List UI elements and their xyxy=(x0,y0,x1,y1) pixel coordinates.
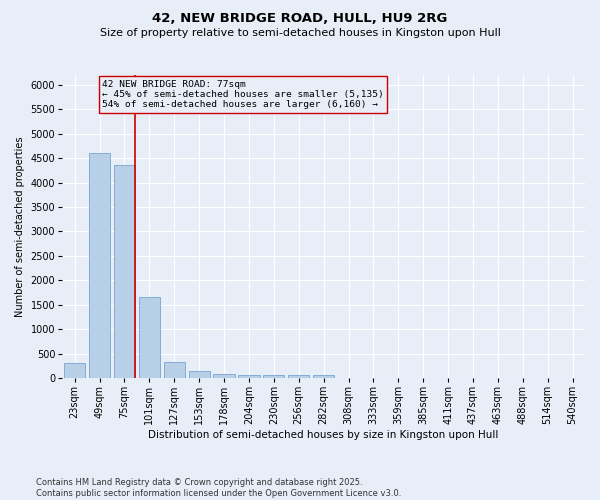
Y-axis label: Number of semi-detached properties: Number of semi-detached properties xyxy=(15,136,25,317)
Bar xyxy=(263,375,284,378)
Bar xyxy=(214,374,235,378)
Text: Contains HM Land Registry data © Crown copyright and database right 2025.
Contai: Contains HM Land Registry data © Crown c… xyxy=(36,478,401,498)
Text: Size of property relative to semi-detached houses in Kingston upon Hull: Size of property relative to semi-detach… xyxy=(100,28,500,38)
Bar xyxy=(114,166,135,378)
Bar xyxy=(89,153,110,378)
Bar xyxy=(188,372,210,378)
Bar xyxy=(238,375,260,378)
Bar xyxy=(64,364,85,378)
Text: 42, NEW BRIDGE ROAD, HULL, HU9 2RG: 42, NEW BRIDGE ROAD, HULL, HU9 2RG xyxy=(152,12,448,26)
X-axis label: Distribution of semi-detached houses by size in Kingston upon Hull: Distribution of semi-detached houses by … xyxy=(148,430,499,440)
Bar xyxy=(164,362,185,378)
Bar xyxy=(288,375,310,378)
Bar xyxy=(139,298,160,378)
Text: 42 NEW BRIDGE ROAD: 77sqm
← 45% of semi-detached houses are smaller (5,135)
54% : 42 NEW BRIDGE ROAD: 77sqm ← 45% of semi-… xyxy=(102,80,384,110)
Bar xyxy=(313,376,334,378)
